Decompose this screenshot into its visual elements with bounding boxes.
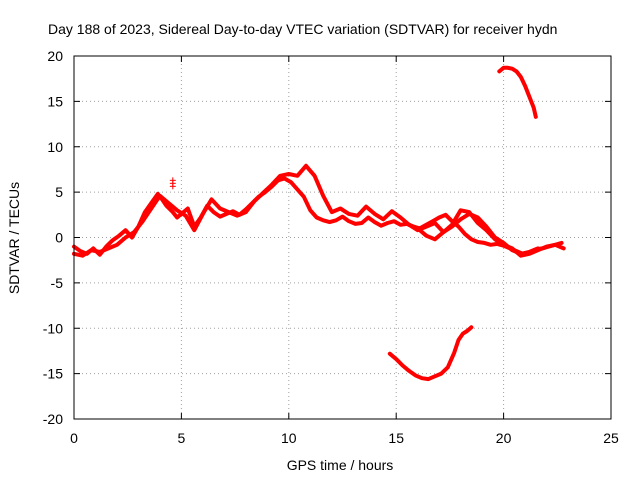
x-axis-label: GPS time / hours [287, 457, 394, 473]
y-tick-label: -15 [43, 366, 63, 382]
series-upper-arc [497, 65, 538, 119]
x-tick-label: 20 [496, 430, 512, 446]
x-tick-label: 10 [281, 430, 297, 446]
y-tick-label: -20 [43, 411, 63, 427]
x-tick-label: 15 [388, 430, 404, 446]
chart-title: Day 188 of 2023, Sidereal Day-to-day VTE… [48, 21, 557, 37]
grid-lines [74, 56, 611, 419]
x-tick-label: 25 [603, 430, 619, 446]
y-tick-label: 10 [47, 139, 63, 155]
y-tick-label: 20 [47, 48, 63, 64]
y-axis-ticks: 20 15 10 5 0 -5 -10 -15 -20 [43, 48, 611, 427]
x-tick-label: 5 [178, 430, 186, 446]
x-tick-label: 0 [70, 430, 78, 446]
x-axis-ticks: 0 5 10 15 20 25 [70, 56, 619, 446]
y-tick-label: 5 [55, 184, 63, 200]
y-tick-label: 15 [47, 93, 63, 109]
y-tick-label: 0 [55, 230, 63, 246]
series-lower-arc [387, 325, 474, 382]
y-tick-label: -10 [43, 320, 63, 336]
series-secondary-band [72, 163, 566, 258]
plot-series [72, 65, 566, 382]
series-main-band [72, 176, 564, 257]
marker-cluster [169, 177, 176, 190]
y-tick-label: -5 [51, 275, 64, 291]
plot-markers [169, 177, 176, 190]
series-evening-band [407, 211, 540, 256]
y-axis-label: SDTVAR / TECUs [6, 182, 22, 294]
